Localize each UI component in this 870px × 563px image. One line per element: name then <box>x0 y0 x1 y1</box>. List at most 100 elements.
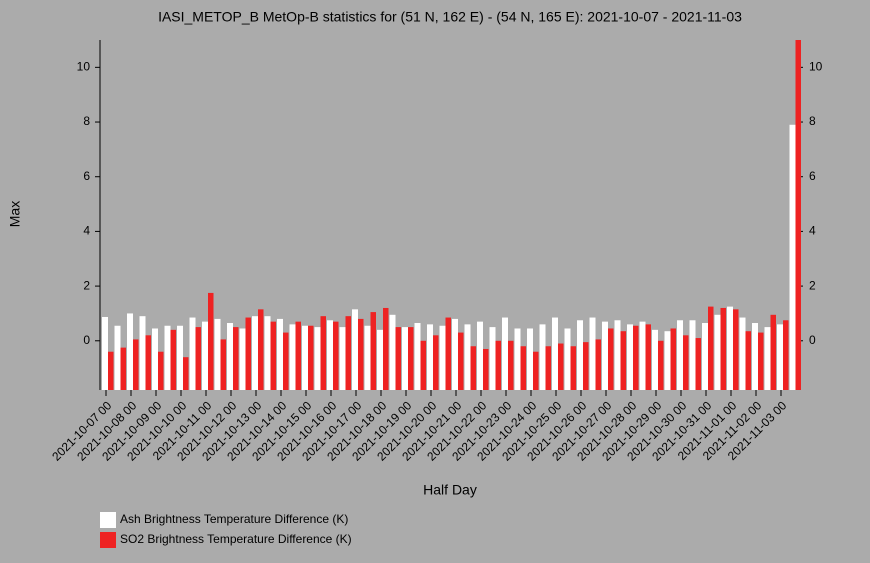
bar <box>245 317 251 390</box>
bar <box>395 327 401 390</box>
bar <box>208 292 214 390</box>
legend-swatch <box>100 532 116 548</box>
bar <box>627 324 633 390</box>
bar <box>714 314 721 390</box>
y-tick-label-right: 10 <box>809 60 823 74</box>
bar <box>752 323 758 390</box>
bar <box>289 324 296 390</box>
bar <box>545 346 551 390</box>
bar <box>733 309 739 390</box>
bar <box>739 317 746 390</box>
bar <box>370 312 376 390</box>
bar <box>139 316 146 390</box>
bar <box>670 328 676 390</box>
bar <box>745 331 751 390</box>
bar <box>677 320 683 390</box>
bar <box>633 325 639 390</box>
y-tick-label: 2 <box>83 278 90 292</box>
bar <box>789 124 796 390</box>
y-axis-label: Max <box>7 201 23 227</box>
legend-label: Ash Brightness Temperature Difference (K… <box>120 512 348 526</box>
chart-title: IASI_METOP_B MetOp-B statistics for (51 … <box>158 9 742 25</box>
bar <box>489 327 496 390</box>
y-tick-label: 6 <box>83 169 90 183</box>
bar <box>520 346 526 390</box>
bar <box>239 328 246 390</box>
bar <box>408 327 414 390</box>
bar <box>283 332 289 390</box>
bar <box>689 320 696 390</box>
bar <box>552 317 558 390</box>
bar <box>502 317 508 390</box>
bar <box>120 347 126 390</box>
bar <box>364 325 371 390</box>
bar <box>277 318 283 390</box>
bar <box>664 331 671 390</box>
bar <box>108 351 114 390</box>
bar <box>114 325 121 390</box>
bar <box>702 323 708 390</box>
bar <box>127 313 133 390</box>
bar <box>414 323 421 390</box>
bar <box>389 314 396 390</box>
bar <box>233 327 239 390</box>
bar <box>445 317 451 390</box>
y-tick-label-right: 4 <box>809 224 816 238</box>
bar <box>295 321 301 390</box>
bar <box>220 339 226 390</box>
bar <box>795 40 801 390</box>
bar <box>477 321 483 390</box>
bar <box>383 307 389 390</box>
bar <box>564 328 571 390</box>
bar <box>483 348 489 390</box>
bar <box>427 324 433 390</box>
bar <box>470 346 476 390</box>
bar <box>302 325 308 390</box>
bar <box>464 324 471 390</box>
bar <box>258 309 264 390</box>
legend-swatch <box>100 512 116 528</box>
bar <box>377 329 383 390</box>
bar <box>339 327 346 390</box>
bar <box>314 327 321 390</box>
y-tick-label: 0 <box>83 333 90 347</box>
bar <box>770 314 776 390</box>
bar <box>345 316 351 390</box>
y-tick-label: 10 <box>77 60 91 74</box>
bar <box>708 306 714 390</box>
bar <box>727 306 733 390</box>
bar <box>102 316 108 390</box>
bar <box>252 316 258 390</box>
bar <box>227 323 233 390</box>
bar <box>695 338 701 390</box>
bar <box>308 325 314 390</box>
bar <box>589 317 596 390</box>
legend-label: SO2 Brightness Temperature Difference (K… <box>120 532 352 546</box>
y-tick-label-right: 6 <box>809 169 816 183</box>
bar <box>270 321 276 390</box>
bar <box>320 316 326 390</box>
bar <box>170 329 176 390</box>
bar <box>758 332 764 390</box>
bar <box>452 318 458 390</box>
y-tick-label: 8 <box>83 114 90 128</box>
bar <box>189 317 196 390</box>
bar <box>570 346 576 390</box>
bar <box>495 340 501 390</box>
bar <box>527 328 533 390</box>
y-tick-label-right: 0 <box>809 333 816 347</box>
bar <box>458 332 464 390</box>
y-tick-label: 4 <box>83 224 90 238</box>
bar <box>539 324 546 390</box>
bar <box>620 331 626 390</box>
bar <box>133 339 139 390</box>
bar <box>508 340 514 390</box>
bar <box>652 329 658 390</box>
bar <box>145 335 151 390</box>
bar <box>645 324 651 390</box>
bar <box>158 351 164 390</box>
bar <box>764 327 771 390</box>
bar <box>720 307 726 390</box>
x-axis-label: Half Day <box>423 482 477 498</box>
